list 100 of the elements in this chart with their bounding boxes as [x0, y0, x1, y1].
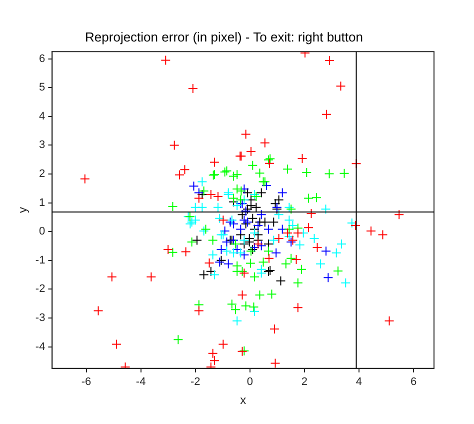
point [204, 258, 214, 268]
point [206, 189, 216, 200]
point [260, 138, 270, 148]
point [218, 215, 228, 226]
y-tick-label: 6 [39, 52, 46, 65]
point [268, 217, 279, 228]
x-tick-label: 4 [356, 376, 362, 388]
x-tick-label: -6 [81, 376, 92, 388]
point [324, 168, 334, 179]
point [323, 272, 334, 283]
y-tick-label: 3 [39, 139, 46, 152]
point [346, 218, 357, 228]
point [173, 334, 184, 345]
x-tick-label: 2 [301, 376, 308, 388]
point [198, 186, 209, 196]
y-tick-label: 1 [39, 196, 46, 209]
point [208, 250, 218, 260]
point [291, 254, 302, 265]
point [220, 226, 230, 236]
x-tick-label: 0 [246, 376, 253, 388]
point [168, 247, 178, 258]
point [232, 184, 242, 194]
point [276, 276, 286, 286]
y-tick-label: 5 [39, 82, 46, 94]
point [350, 220, 360, 231]
point [264, 253, 274, 264]
point [194, 306, 204, 316]
point [266, 289, 277, 300]
point [248, 160, 258, 170]
point [222, 236, 232, 247]
point [213, 202, 223, 212]
point [292, 302, 303, 313]
point [378, 230, 388, 240]
point [297, 153, 308, 164]
point [274, 210, 284, 220]
point [260, 217, 270, 228]
point [194, 193, 204, 204]
point [112, 339, 122, 350]
y-tick-label: -3 [35, 312, 46, 324]
point [256, 188, 266, 198]
point [366, 226, 376, 236]
point [304, 193, 314, 204]
point [254, 290, 265, 300]
point [316, 258, 326, 269]
point [218, 339, 228, 350]
point [209, 157, 220, 168]
point [311, 192, 322, 203]
point [333, 266, 343, 276]
point [180, 246, 191, 257]
point [93, 306, 104, 316]
x-tick-label: -4 [136, 376, 146, 388]
point [269, 324, 280, 334]
point [324, 56, 335, 66]
point [280, 258, 291, 269]
chart-title: Reprojection error (in pixel) - To exit: right button [85, 29, 363, 44]
point [198, 270, 209, 280]
point [253, 238, 264, 249]
y-axis-title: y [16, 207, 30, 213]
point [232, 316, 242, 326]
point [284, 231, 294, 242]
point [302, 168, 312, 178]
point [394, 210, 404, 220]
point [250, 228, 260, 238]
point [263, 224, 274, 234]
point [256, 240, 266, 251]
point [256, 210, 266, 220]
point [245, 258, 256, 268]
y-tick-label: -4 [35, 340, 46, 353]
point [256, 264, 266, 274]
point [320, 204, 331, 214]
point [163, 244, 174, 254]
point [282, 164, 293, 174]
point [321, 246, 331, 256]
point [168, 202, 178, 212]
point [169, 140, 180, 150]
point [250, 272, 260, 282]
point [254, 168, 265, 178]
y-tick-label: -2 [35, 283, 46, 296]
point [286, 253, 296, 264]
point [292, 228, 303, 238]
point [240, 300, 251, 311]
point [197, 189, 208, 200]
point [268, 235, 279, 246]
point [209, 270, 220, 280]
x-tick-label: 6 [410, 376, 417, 388]
point [248, 302, 259, 312]
point [246, 146, 256, 157]
point [197, 202, 208, 212]
point [384, 316, 394, 326]
point [264, 158, 275, 168]
point [106, 272, 117, 282]
point [232, 170, 242, 180]
point [294, 240, 305, 250]
point [228, 248, 239, 258]
point [306, 208, 316, 218]
point [223, 258, 234, 269]
point [284, 224, 294, 234]
point [230, 238, 240, 249]
y-tick-label: -1 [35, 254, 46, 266]
point [244, 234, 254, 244]
